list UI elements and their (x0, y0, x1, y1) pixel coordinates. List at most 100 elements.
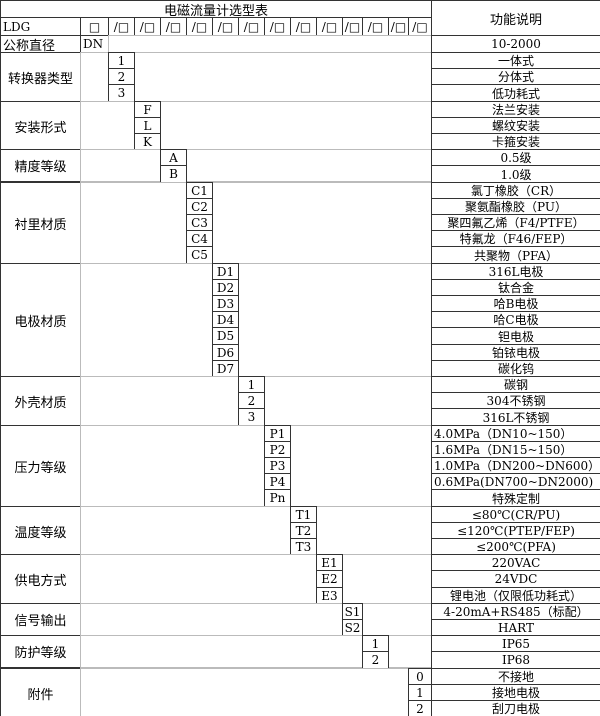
option-code: P1 (264, 425, 291, 442)
option-desc: 1.0级 (431, 165, 600, 183)
option-code: D7 (212, 360, 239, 377)
option-desc: 低功耗式 (431, 84, 600, 102)
option-desc: 聚四氟乙烯（F4/PTFE） (431, 214, 600, 231)
group-label: 信号输出 (0, 603, 81, 636)
blank-cell (342, 554, 432, 604)
header-slot: /□ (238, 17, 265, 36)
option-code: T2 (290, 522, 317, 539)
option-code: C3 (186, 214, 213, 231)
table-title: 电磁流量计选型表 (0, 0, 432, 18)
option-desc: 锂电池（仅限低功耗式） (431, 587, 600, 604)
blank-cell (238, 263, 432, 377)
function-header: 功能说明 (431, 0, 600, 36)
blank-cell (80, 149, 161, 182)
group-label: 温度等级 (0, 506, 81, 556)
header-slot: /□ (264, 17, 291, 36)
header-slot: /□ (160, 17, 187, 36)
option-desc: 法兰安装 (431, 101, 600, 118)
blank-cell (80, 554, 317, 604)
blank-cell (160, 101, 432, 151)
option-code: 2 (238, 392, 265, 409)
option-desc: 钛合金 (431, 279, 600, 296)
option-desc: 4.0MPa（DN10~150） (431, 425, 600, 442)
blank-cell (212, 182, 432, 264)
option-code: S2 (342, 619, 363, 636)
option-desc: 分体式 (431, 68, 600, 85)
blank-cell (80, 425, 265, 507)
option-code: 2 (362, 651, 389, 669)
nominal-desc: 10-2000 (431, 35, 600, 53)
option-desc: 接地电极 (431, 684, 600, 701)
option-desc: 聚氨酯橡胶（PU） (431, 198, 600, 215)
blank-cell (80, 506, 291, 556)
option-desc: ≤200℃(PFA) (431, 538, 600, 555)
header-slot: /□ (408, 17, 432, 36)
option-code: C5 (186, 246, 213, 264)
option-code: B (160, 165, 187, 183)
nominal-label: 公称直径 (0, 35, 81, 53)
option-desc: 1.0MPa（DN200~DN600） (431, 457, 600, 474)
option-desc: HART (431, 619, 600, 636)
model-prefix: LDG (0, 17, 81, 36)
header-slot: /□ (212, 17, 239, 36)
option-desc: IP65 (431, 635, 600, 652)
option-code: Pn (264, 489, 291, 507)
header-slot: /□ (342, 17, 363, 36)
option-desc: 哈C电极 (431, 311, 600, 328)
option-desc: 共聚物（PFA） (431, 246, 600, 264)
blank-cell (80, 635, 363, 668)
option-code: D3 (212, 295, 239, 312)
option-code: C4 (186, 230, 213, 247)
header-slot: /□ (388, 17, 409, 36)
option-code: C1 (186, 182, 213, 199)
option-desc: 316L电极 (431, 263, 600, 280)
option-desc: 卡箍安装 (431, 133, 600, 150)
blank-cell (362, 603, 432, 636)
header-slot: □ (80, 17, 109, 36)
option-desc: ≤120℃(PTEP/FEP) (431, 522, 600, 539)
option-code: L (134, 117, 161, 134)
group-label: 防护等级 (0, 635, 81, 668)
blank-cell (388, 635, 432, 668)
option-desc: 0.5级 (431, 149, 600, 166)
option-code: 1 (108, 52, 135, 69)
blank-cell (316, 506, 432, 556)
group-label: 安装形式 (0, 101, 81, 151)
option-code: D2 (212, 279, 239, 296)
group-label: 供电方式 (0, 554, 81, 604)
nominal-code: DN (80, 35, 109, 53)
option-code: 3 (238, 408, 265, 426)
option-code: T1 (290, 506, 317, 523)
option-desc: 刮刀电极 (431, 700, 600, 716)
option-desc: 24VDC (431, 570, 600, 588)
option-desc: 一体式 (431, 52, 600, 69)
blank-cell (290, 425, 432, 507)
header-slot: /□ (290, 17, 317, 36)
blank-cell (186, 149, 432, 182)
option-desc: 哈B电极 (431, 295, 600, 312)
option-code: 2 (108, 68, 135, 85)
header-slot: /□ (362, 17, 389, 36)
option-code: P3 (264, 457, 291, 474)
option-code: D5 (212, 327, 239, 345)
option-desc: 220VAC (431, 554, 600, 571)
blank-cell (80, 101, 135, 151)
option-code: T3 (290, 538, 317, 555)
group-label: 衬里材质 (0, 182, 81, 264)
option-code: D1 (212, 263, 239, 280)
header-slot: /□ (108, 17, 135, 36)
option-desc: ≤80℃(CR/PU) (431, 506, 600, 523)
option-code: E3 (316, 587, 343, 604)
option-code: P4 (264, 473, 291, 490)
option-desc: 钽电极 (431, 327, 600, 345)
option-desc: 1.6MPa（DN15~150） (431, 441, 600, 458)
option-desc: 氯丁橡胶（CR） (431, 182, 600, 199)
blank-cell (80, 263, 213, 377)
option-code: K (134, 133, 161, 150)
group-label: 电极材质 (0, 263, 81, 377)
option-code: D6 (212, 344, 239, 361)
blank-cell (80, 603, 343, 636)
option-desc: 不接地 (431, 668, 600, 685)
group-label: 压力等级 (0, 425, 81, 507)
